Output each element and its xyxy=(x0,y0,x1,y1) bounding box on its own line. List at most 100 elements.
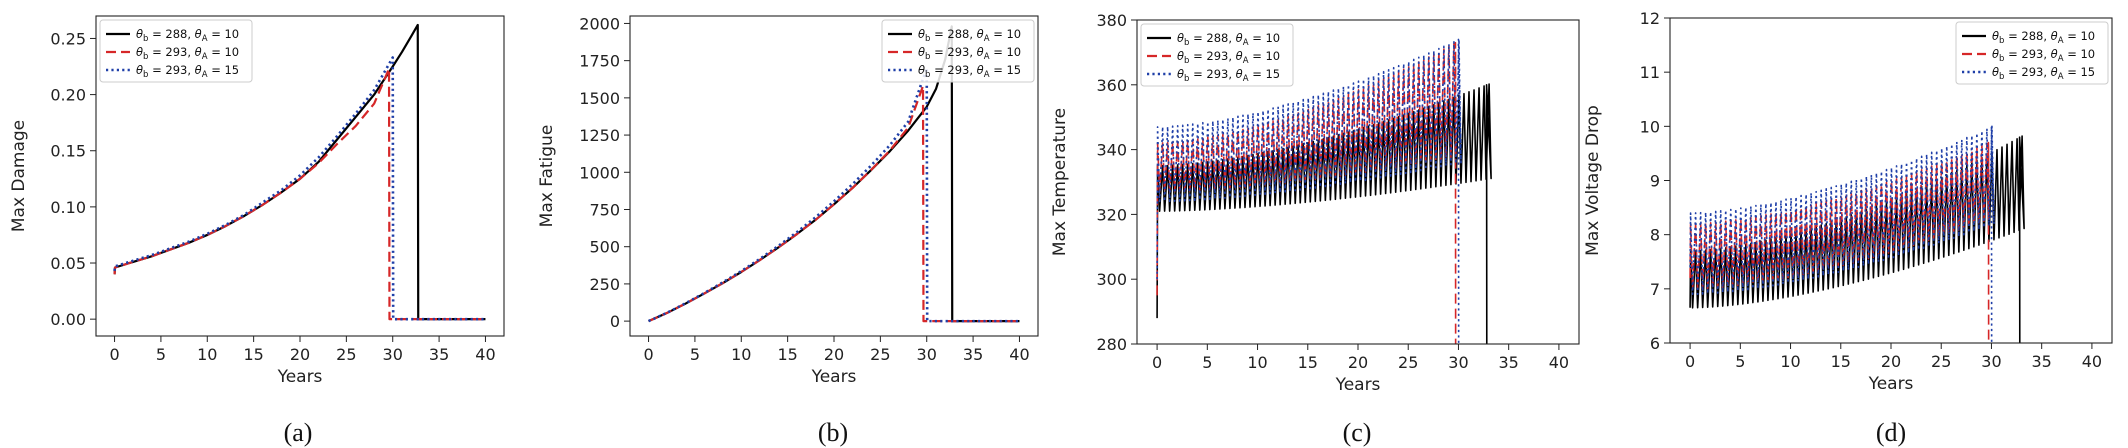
x-tick-label: 15 xyxy=(777,345,797,364)
legend-label: θb = 293, θA = 15 xyxy=(1177,67,1280,84)
x-tick-label: 30 xyxy=(383,345,403,364)
y-tick-label: 380 xyxy=(1096,11,1127,30)
x-tick-label: 0 xyxy=(1152,353,1162,372)
x-tick-label: 40 xyxy=(475,345,495,364)
y-axis-label: Max Temperature xyxy=(1050,108,1070,256)
legend-label: θb = 293, θA = 10 xyxy=(136,45,239,62)
legend-label: θb = 293, θA = 10 xyxy=(1992,47,2095,64)
legend-label: θb = 293, θA = 15 xyxy=(136,63,239,80)
x-tick-label: 0 xyxy=(1685,352,1695,371)
legend-box xyxy=(1140,23,1294,87)
legend-box xyxy=(99,19,253,83)
y-tick-label: 0.10 xyxy=(50,198,86,217)
x-tick-label: 25 xyxy=(870,345,890,364)
y-tick-label: 7 xyxy=(1650,280,1660,299)
series-group xyxy=(113,23,486,321)
legend-label: θb = 293, θA = 10 xyxy=(1177,49,1280,66)
y-tick-label: 1000 xyxy=(579,163,620,182)
y-tick-label: 0.00 xyxy=(50,310,86,329)
y-tick-label: 0.20 xyxy=(50,86,86,105)
x-tick-label: 25 xyxy=(1398,353,1418,372)
x-tick-label: 40 xyxy=(1549,353,1569,372)
y-tick-label: 6 xyxy=(1650,334,1660,353)
x-axis-label: Years xyxy=(1868,374,1914,394)
y-tick-label: 1750 xyxy=(579,52,620,71)
y-tick-label: 320 xyxy=(1096,205,1127,224)
x-tick-label: 5 xyxy=(156,345,166,364)
series-line-3 xyxy=(113,56,486,321)
y-tick-label: 1500 xyxy=(579,89,620,108)
legend-label: θb = 288, θA = 10 xyxy=(1177,31,1280,48)
y-axis-label: Max Damage xyxy=(9,120,29,232)
x-tick-label: 10 xyxy=(197,345,217,364)
y-tick-label: 11 xyxy=(1640,63,1660,82)
series-group xyxy=(1689,125,2025,343)
legend-label: θb = 288, θA = 10 xyxy=(136,27,239,44)
y-tick-label: 750 xyxy=(589,200,620,219)
y-tick-label: 250 xyxy=(589,275,620,294)
y-tick-label: 500 xyxy=(589,238,620,257)
y-tick-label: 8 xyxy=(1650,226,1660,245)
y-tick-label: 2000 xyxy=(579,14,620,33)
y-axis-label: Max Voltage Drop xyxy=(1583,105,1603,256)
x-axis-label: Years xyxy=(1335,375,1381,395)
x-tick-label: 20 xyxy=(1881,352,1901,371)
x-tick-label: 10 xyxy=(1247,353,1267,372)
panel-caption: (d) xyxy=(1876,418,1906,447)
panel-caption: (b) xyxy=(818,418,848,447)
legend-box xyxy=(1955,21,2109,85)
x-tick-label: 15 xyxy=(1298,353,1318,372)
x-tick-label: 30 xyxy=(917,345,937,364)
x-tick-label: 15 xyxy=(243,345,263,364)
y-tick-label: 0 xyxy=(610,312,620,331)
series-group xyxy=(648,25,1020,323)
chart-panel-b: 0 5 10 15 20 25 30 35 40 0 250 500 750 1000 1250 1500 17… xyxy=(537,14,1039,447)
x-tick-label: 15 xyxy=(1831,352,1851,371)
y-tick-label: 1250 xyxy=(579,126,620,145)
chart-panel-a: 0 5 10 15 20 25 30 35 40 0.00 0.05 0.10 0.15 0.20 0.25… xyxy=(9,15,505,447)
y-tick-label: 340 xyxy=(1096,141,1127,160)
x-tick-label: 40 xyxy=(1009,345,1029,364)
chart-panel-c: 0 5 10 15 20 25 30 35 40 280 300 320 340 360 380 Years M… xyxy=(1050,11,1580,447)
x-tick-label: 35 xyxy=(2032,352,2052,371)
series-line-3 xyxy=(1689,125,1995,343)
legend-box xyxy=(881,19,1035,83)
x-tick-label: 30 xyxy=(1981,352,2001,371)
x-tick-label: 40 xyxy=(2082,352,2102,371)
legend-label: θb = 293, θA = 15 xyxy=(918,63,1021,80)
y-tick-label: 300 xyxy=(1096,270,1127,289)
x-tick-label: 5 xyxy=(690,345,700,364)
series-line-2 xyxy=(1156,41,1457,344)
y-tick-label: 0.25 xyxy=(50,29,86,48)
x-tick-label: 25 xyxy=(336,345,356,364)
series-line-3 xyxy=(648,66,1020,323)
x-tick-label: 20 xyxy=(290,345,310,364)
legend-label: θb = 293, θA = 10 xyxy=(918,45,1021,62)
x-tick-label: 35 xyxy=(963,345,983,364)
legend-label: θb = 288, θA = 10 xyxy=(918,27,1021,44)
x-axis-label: Years xyxy=(811,367,857,387)
x-tick-label: 30 xyxy=(1448,353,1468,372)
legend-label: θb = 293, θA = 15 xyxy=(1992,65,2095,82)
panel-caption: (c) xyxy=(1343,418,1372,447)
x-tick-label: 10 xyxy=(731,345,751,364)
x-tick-label: 5 xyxy=(1202,353,1212,372)
series-line-2 xyxy=(113,67,486,321)
x-tick-label: 25 xyxy=(1931,352,1951,371)
legend-label: θb = 288, θA = 10 xyxy=(1992,29,2095,46)
panel-caption: (a) xyxy=(284,418,313,447)
x-tick-label: 35 xyxy=(429,345,449,364)
x-tick-label: 0 xyxy=(109,345,119,364)
x-tick-label: 20 xyxy=(1348,353,1368,372)
y-tick-label: 280 xyxy=(1096,335,1127,354)
x-axis-label: Years xyxy=(277,367,323,387)
y-tick-label: 10 xyxy=(1640,117,1660,136)
y-tick-label: 0.15 xyxy=(50,142,86,161)
x-tick-label: 0 xyxy=(643,345,653,364)
x-tick-label: 35 xyxy=(1499,353,1519,372)
